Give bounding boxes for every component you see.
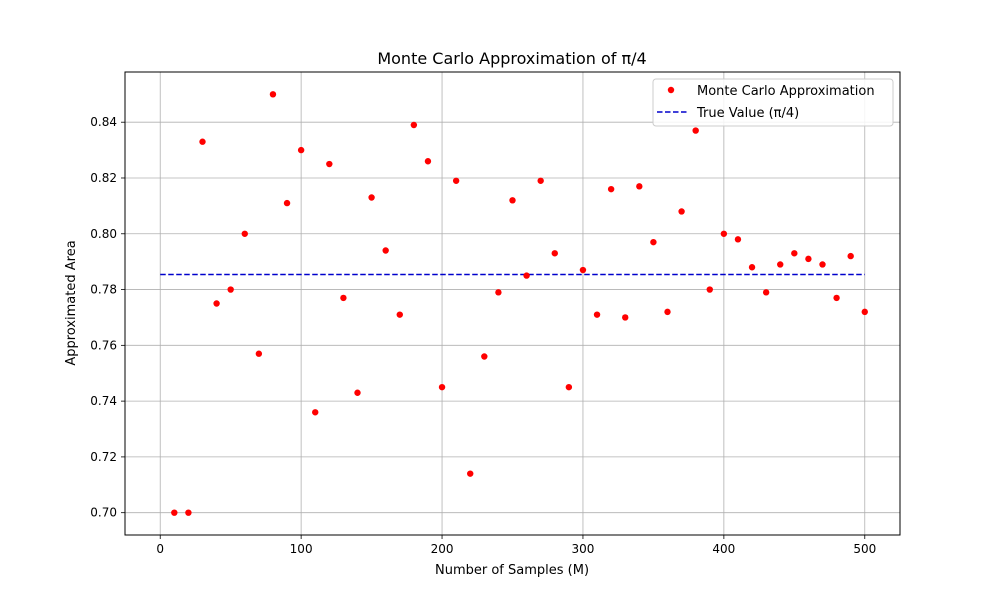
scatter-point [861,308,868,316]
scatter-point [424,158,432,165]
x-tick-label: 400 [712,542,735,556]
y-tick-label: 0.72 [90,450,117,464]
scatter-point [438,383,446,391]
y-tick-label: 0.76 [90,338,117,352]
scatter-point [410,121,418,129]
y-tick-label: 0.74 [90,394,117,408]
scatter-point [833,294,840,302]
x-tick-label: 0 [156,542,164,556]
scatter-point [565,383,573,391]
scatter-point [523,272,530,279]
scatter-point [847,252,854,260]
scatter-point [650,238,657,246]
scatter-point [622,314,629,321]
x-axis-label: Number of Samples (M) [435,563,589,578]
scatter-point [340,294,347,302]
y-tick-label: 0.78 [90,283,117,297]
scatter-point [481,353,488,360]
y-axis-label: Approximated Area [64,240,79,365]
scatter-point [452,177,460,184]
scatter-point [636,183,643,190]
legend: Monte Carlo Approximation True Value (π/… [652,78,894,127]
scatter-point [382,247,389,254]
x-tick-label: 500 [853,542,876,556]
scatter-point [692,127,699,134]
scatter-point [579,266,587,274]
scatter-point [805,255,812,263]
scatter-point [213,300,220,307]
scatter-points [171,91,868,516]
x-tick-label: 300 [572,542,595,556]
scatter-point [396,311,403,318]
scatter-point [297,146,305,154]
scatter-point [495,289,502,296]
legend-label-true-value: True Value (π/4) [696,106,799,121]
scatter-point [678,208,685,215]
y-tick-label: 0.84 [90,115,117,129]
scatter-point [537,177,544,184]
scatter-point [509,197,516,204]
grid [125,72,900,535]
legend-label-scatter: Monte Carlo Approximation [697,84,875,99]
legend-marker-scatter [667,86,675,94]
scatter-point [777,261,784,268]
axis-ticks: 0 100 200 300 400 500 0.70 0.72 0.74 0.76 0.78 0.80… [90,115,876,556]
legend-box [652,78,894,127]
scatter-point [748,264,756,271]
y-tick-label: 0.82 [90,171,117,185]
scatter-point [819,261,826,268]
scatter-point [171,509,178,516]
scatter-point [706,286,713,293]
scatter-point [241,230,248,237]
x-tick-label: 200 [431,542,454,556]
scatter-point [551,250,558,257]
y-tick-label: 0.70 [90,506,117,520]
y-tick-label: 0.80 [90,227,117,241]
chart-title: Monte Carlo Approximation of π/4 [377,49,646,68]
scatter-point [593,311,601,318]
scatter-point [354,389,361,396]
scatter-point [664,308,671,316]
scatter-point [326,160,333,168]
scatter-point [255,350,263,357]
scatter-point [227,286,234,293]
scatter-point [720,230,728,237]
scatter-point [607,185,615,193]
scatter-point [791,250,798,257]
scatter-point [283,199,291,207]
scatter-point [762,289,770,296]
scatter-point [199,138,206,145]
scatter-point [467,470,474,477]
scatter-point [269,91,277,98]
scatter-point [734,236,742,243]
plot-frame [124,71,901,536]
scatter-point [368,194,375,201]
scatter-point [312,409,319,416]
scatter-point [185,509,192,516]
x-tick-label: 100 [290,542,313,556]
